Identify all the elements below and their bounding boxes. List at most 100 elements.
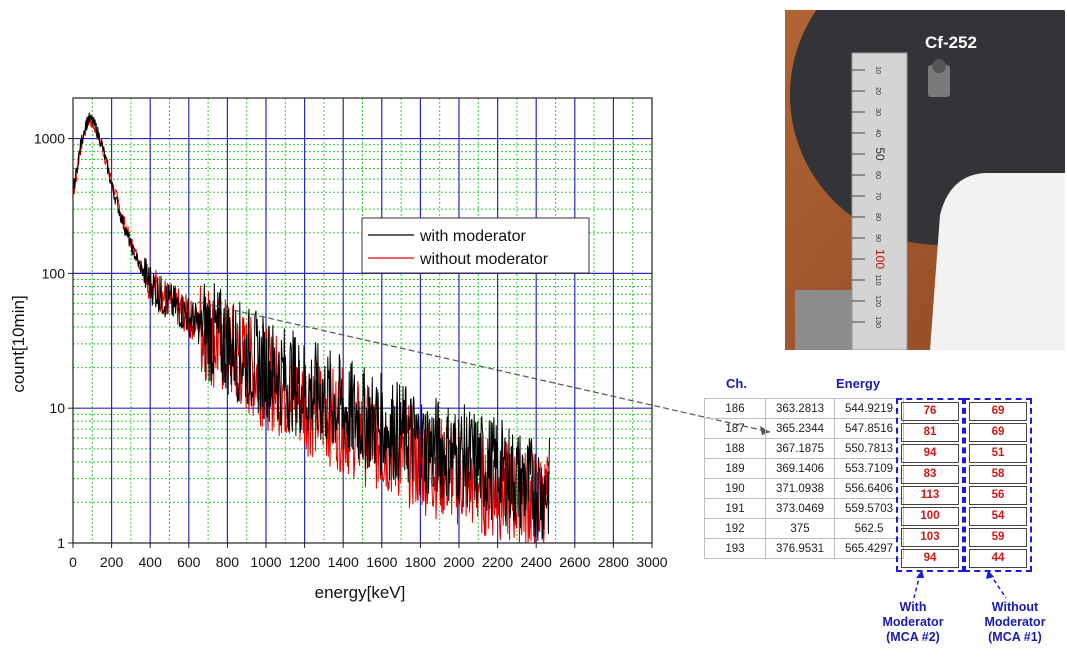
cell-ch: 188 <box>704 438 766 459</box>
x-tick-label: 1000 <box>250 554 281 570</box>
x-tick-label: 0 <box>69 554 77 570</box>
y-tick-label: 10 <box>49 400 65 416</box>
cell-with: 94 <box>901 444 959 463</box>
legend: with moderator without moderator <box>361 217 590 274</box>
with-moderator-column: 76 81 94 83 113 100 103 94 <box>896 398 964 572</box>
cell-energy: 547.8516 <box>834 418 904 439</box>
photo-illustration: 10 20 30 40 50 60 70 80 90 100 110 120 130 Cf-252 <box>785 10 1065 350</box>
cell-with: 83 <box>901 465 959 484</box>
x-tick-label: 1400 <box>328 554 359 570</box>
x-tick-label: 400 <box>139 554 163 570</box>
plot-frame <box>72 97 653 544</box>
without-moderator-label: Without Moderator (MCA #1) <box>984 600 1046 644</box>
source-label: Cf-252 <box>925 33 977 52</box>
ruler-number: 120 <box>874 295 881 307</box>
cell-without: 59 <box>969 528 1027 547</box>
y-tick-label: 1000 <box>34 131 65 147</box>
y-tick-label: 1 <box>57 535 65 551</box>
ruler-number: 30 <box>874 108 881 116</box>
cf252-photo: 10 20 30 40 50 60 70 80 90 100 110 120 130 Cf-252 <box>785 10 1065 350</box>
ruler-number: 70 <box>874 192 881 200</box>
cell-ch: 191 <box>704 498 766 519</box>
cell-a: 376.9531 <box>765 538 835 559</box>
table-row: 189 369.1406 553.7109 <box>704 458 904 479</box>
cell-with: 113 <box>901 486 959 505</box>
axes: 0 200 400 600 800 1000 1200 1400 1600 1800 2000 220… <box>34 97 668 570</box>
x-tick-label: 2800 <box>598 554 629 570</box>
x-tick-label: 2200 <box>482 554 513 570</box>
ruler-number: 60 <box>874 171 881 179</box>
cell-energy: 550.7813 <box>834 438 904 459</box>
cell-without: 44 <box>969 549 1027 568</box>
cell-ch: 190 <box>704 478 766 499</box>
cell-ch: 192 <box>704 518 766 539</box>
cell-a: 373.0469 <box>765 498 835 519</box>
ruler-number: 110 <box>874 274 881 285</box>
cell-energy: 562.5 <box>834 518 904 539</box>
x-tick-label: 1200 <box>289 554 320 570</box>
cell-without: 54 <box>969 507 1027 526</box>
table-row: 188 367.1875 550.7813 <box>704 438 904 459</box>
x-tick-label: 200 <box>100 554 124 570</box>
cell-with: 81 <box>901 423 959 442</box>
cell-a: 365.2344 <box>765 418 835 439</box>
ruler-number: 100 <box>873 249 887 269</box>
ruler-number: 90 <box>874 234 881 242</box>
x-tick-label: 1600 <box>366 554 397 570</box>
cell-energy: 553.7109 <box>834 458 904 479</box>
channel-table: 186 363.2813 544.9219 187 365.2344 547.8516 18… <box>704 398 904 559</box>
cell-energy: 565.4297 <box>834 538 904 559</box>
moderator-block <box>930 173 1065 350</box>
x-tick-label: 1800 <box>405 554 436 570</box>
table-row: 193 376.9531 565.4297 <box>704 538 904 559</box>
ruler-number: 40 <box>874 129 881 137</box>
table-row: 186 363.2813 544.9219 <box>704 398 904 419</box>
cell-a: 369.1406 <box>765 458 835 479</box>
cell-without: 56 <box>969 486 1027 505</box>
annotation-arrow <box>197 301 771 433</box>
cell-without: 51 <box>969 444 1027 463</box>
x-tick-label: 2400 <box>521 554 552 570</box>
y-axis-label: count[10min] <box>9 295 28 392</box>
table-row: 190 371.0938 556.6406 <box>704 478 904 499</box>
cell-without: 69 <box>969 402 1027 421</box>
source-holder <box>928 65 950 97</box>
cell-energy: 544.9219 <box>834 398 904 419</box>
cell-ch: 186 <box>704 398 766 419</box>
cell-energy: 559.5703 <box>834 498 904 519</box>
x-tick-label: 800 <box>216 554 240 570</box>
series-line-with-moderator <box>72 112 550 541</box>
column-arrows <box>913 570 1007 599</box>
ruler-number: 10 <box>874 66 881 74</box>
table-row: 191 373.0469 559.5703 <box>704 498 904 519</box>
cell-ch: 187 <box>704 418 766 439</box>
header-ch: Ch. <box>726 376 747 391</box>
data-table-panel: Ch. Energy 186 363.2813 544.9219 187 365.234… <box>690 372 1067 657</box>
cell-ch: 193 <box>704 538 766 559</box>
x-axis-label: energy[keV] <box>315 583 406 602</box>
cell-energy: 556.6406 <box>834 478 904 499</box>
cell-without: 58 <box>969 465 1027 484</box>
series-lines <box>72 112 550 544</box>
y-tick-label: 100 <box>42 265 66 281</box>
ruler-number: 20 <box>874 87 881 95</box>
table-row: 187 365.2344 547.8516 <box>704 418 904 439</box>
cell-ch: 189 <box>704 458 766 479</box>
header-energy: Energy <box>836 376 881 391</box>
cell-with: 103 <box>901 528 959 547</box>
cell-a: 375 <box>765 518 835 539</box>
x-tick-label: 2000 <box>443 554 474 570</box>
table-row: 192 375 562.5 <box>704 518 904 539</box>
ruler-number: 50 <box>873 147 887 161</box>
x-tick-label: 3000 <box>636 554 667 570</box>
with-moderator-label: With Moderator (MCA #2) <box>882 600 944 644</box>
legend-label-without: without moderator <box>419 251 549 268</box>
x-tick-label: 2600 <box>559 554 590 570</box>
grid <box>73 98 652 543</box>
cell-a: 367.1875 <box>765 438 835 459</box>
cell-with: 76 <box>901 402 959 421</box>
cell-without: 69 <box>969 423 1027 442</box>
cell-a: 371.0938 <box>765 478 835 499</box>
ruler-number: 80 <box>874 213 881 221</box>
